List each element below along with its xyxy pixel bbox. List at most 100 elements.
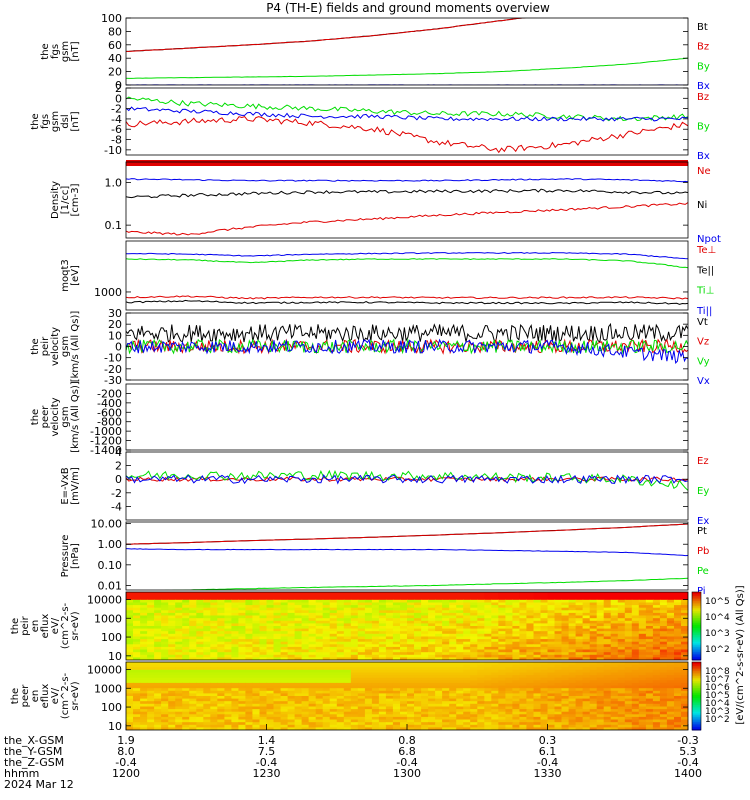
heatmap-cell	[400, 693, 408, 697]
heatmap-cell	[568, 615, 577, 619]
heatmap-cell	[259, 706, 268, 710]
heatmap-cell	[407, 669, 415, 673]
heatmap-cell	[526, 719, 534, 723]
heatmap-cell	[568, 602, 577, 606]
heatmap-cell	[231, 685, 239, 689]
heatmap-cell	[596, 652, 605, 656]
heatmap-cell	[287, 644, 296, 648]
heatmap-cell	[400, 592, 408, 596]
heatmap-cell	[231, 646, 239, 651]
colorbar-cell	[692, 646, 701, 649]
heatmap-cell	[491, 612, 499, 617]
heatmap-cell	[161, 612, 169, 617]
heatmap-cell	[357, 690, 366, 694]
heatmap-cell	[252, 592, 260, 596]
heatmap-cell	[652, 633, 661, 637]
heatmap-cell	[589, 631, 598, 635]
heatmap-cell	[512, 669, 520, 673]
heatmap-cell	[175, 631, 183, 635]
heatmap-cell	[371, 628, 380, 632]
heatmap-cell	[421, 669, 429, 673]
heatmap-cell	[547, 615, 556, 619]
heatmap-cell	[252, 680, 260, 684]
y-tick-label: -10	[104, 144, 122, 157]
heatmap-cell	[133, 639, 141, 643]
heatmap-cell	[217, 667, 225, 671]
heatmap-cell	[168, 688, 176, 692]
heatmap-cell	[385, 664, 394, 668]
heatmap-cell	[631, 701, 640, 705]
heatmap-cell	[645, 667, 654, 671]
heatmap-cell	[533, 680, 542, 684]
heatmap-cell	[638, 623, 647, 627]
heatmap-cell	[435, 628, 443, 632]
heatmap-cell	[217, 633, 225, 637]
heatmap-cell	[575, 711, 584, 715]
heatmap-cell	[322, 644, 331, 648]
heatmap-cell	[407, 631, 415, 635]
heatmap-cell	[133, 615, 141, 619]
heatmap-cell	[210, 628, 218, 632]
heatmap-cell	[210, 664, 218, 668]
heatmap-cell	[575, 664, 584, 668]
heatmap-cell	[449, 654, 457, 658]
heatmap-cell	[140, 607, 148, 611]
heatmap-cell	[126, 652, 134, 656]
heatmap-cell	[196, 626, 204, 630]
heatmap-cell	[400, 664, 408, 668]
heatmap-cell	[294, 605, 303, 609]
heatmap-cell	[512, 607, 520, 611]
heatmap-cell	[280, 652, 289, 656]
heatmap-cell	[140, 657, 148, 660]
heatmap-cell	[505, 677, 513, 681]
heatmap-cell	[294, 693, 303, 697]
heatmap-cell	[617, 719, 626, 723]
heatmap-cell	[624, 594, 633, 598]
heatmap-cell	[245, 618, 253, 622]
heatmap-cell	[245, 639, 253, 643]
heatmap-cell	[449, 680, 457, 684]
heatmap-cell	[624, 605, 633, 609]
heatmap-cell	[245, 706, 253, 710]
heatmap-cell	[364, 626, 373, 630]
heatmap-cell	[231, 602, 239, 606]
heatmap-cell	[659, 693, 668, 697]
heatmap-cell	[533, 685, 542, 689]
heatmap-cell	[596, 690, 605, 694]
heatmap-cell	[681, 620, 688, 624]
heatmap-cell	[638, 701, 647, 705]
heatmap-cell	[603, 682, 612, 687]
heatmap-cell	[259, 607, 268, 611]
panel-frame	[125, 240, 689, 311]
heatmap-cell	[400, 631, 408, 635]
heatmap-cell	[596, 722, 605, 726]
heatmap-cell	[589, 667, 598, 671]
heatmap-cell	[674, 719, 682, 723]
heatmap-cell	[350, 646, 359, 651]
heatmap-cell	[385, 592, 394, 596]
heatmap-cell	[470, 711, 478, 715]
heatmap-cell	[238, 628, 246, 632]
heatmap-cell	[378, 711, 387, 715]
heatmap-cell	[575, 703, 584, 707]
heatmap-cell	[217, 669, 225, 673]
heatmap-cell	[308, 675, 317, 679]
heatmap-cell	[126, 646, 134, 651]
heatmap-cell	[533, 722, 542, 726]
heatmap-cell	[645, 646, 654, 651]
heatmap-cell	[224, 657, 232, 660]
heatmap-cell	[470, 607, 478, 611]
heatmap-cell	[273, 641, 282, 645]
heatmap-cell	[259, 696, 268, 700]
heatmap-cell	[329, 636, 338, 640]
heatmap-cell	[182, 703, 190, 707]
heatmap-cell	[582, 646, 591, 651]
heatmap-cell	[343, 672, 352, 676]
heatmap-cell	[547, 685, 556, 689]
heatmap-cell	[336, 664, 345, 668]
heatmap-cell	[301, 623, 310, 627]
heatmap-cell	[238, 615, 246, 619]
heatmap-cell	[210, 607, 218, 611]
heatmap-cell	[294, 615, 303, 619]
heatmap-cell	[428, 727, 436, 730]
